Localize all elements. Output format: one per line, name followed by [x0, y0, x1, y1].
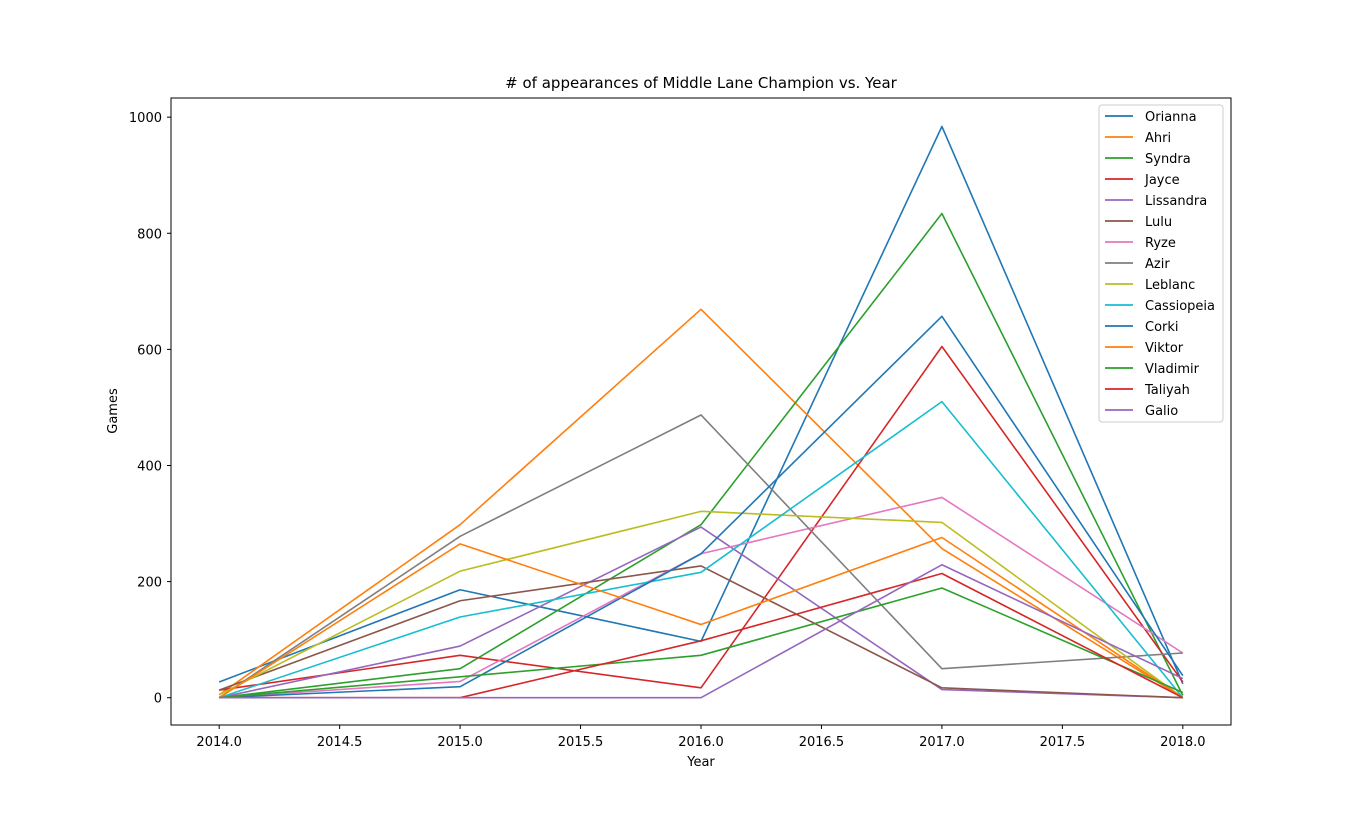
series-line-lulu	[218, 565, 1183, 699]
series-layer	[218, 125, 1184, 699]
legend-item-galio: Galio	[1105, 404, 1178, 419]
series-line-viktor	[218, 536, 1184, 699]
series-line-azir	[218, 414, 1183, 699]
x-tick-label: 2016.0	[678, 735, 724, 750]
legend-label: Cassiopeia	[1145, 299, 1215, 314]
y-tick-label: 200	[137, 576, 162, 591]
legend-label: Leblanc	[1145, 278, 1195, 293]
legend-label: Syndra	[1145, 152, 1191, 167]
legend-label: Lulu	[1145, 215, 1172, 230]
legend-label: Galio	[1145, 404, 1178, 419]
series-line-galio	[219, 563, 1184, 699]
plot-frame	[170, 97, 1232, 726]
y-axis: 0 200 400 600 800 1000	[129, 111, 171, 707]
y-tick-label: 1000	[129, 111, 162, 126]
legend-label: Viktor	[1145, 341, 1184, 356]
y-tick-label: 800	[137, 227, 162, 242]
series-line-leblanc	[218, 510, 1184, 699]
legend-frame	[1098, 104, 1224, 423]
legend-label: Corki	[1145, 320, 1179, 335]
legend-item-jayce: Jayce	[1105, 173, 1180, 188]
legend-item-leblanc: Leblanc	[1105, 278, 1195, 293]
y-axis-title: Games	[106, 388, 121, 434]
series-line-syndra	[219, 212, 1184, 699]
series-line-corki	[219, 315, 1184, 699]
x-tick-label: 2017.5	[1040, 735, 1086, 750]
series-line-cassiopeia	[218, 400, 1184, 699]
legend-item-cassiopeia: Cassiopeia	[1105, 299, 1215, 314]
x-tick-label: 2017.0	[919, 735, 965, 750]
x-axis: 2014.0 2014.5 2015.0 2015.5 2016.0 2016.5 2017…	[196, 725, 1206, 750]
legend-label: Taliyah	[1144, 383, 1190, 398]
x-tick-label: 2015.5	[558, 735, 604, 750]
y-tick-label: 400	[137, 459, 162, 474]
x-axis-title: Year	[686, 755, 715, 770]
x-tick-label: 2018.0	[1160, 735, 1206, 750]
legend-label: Orianna	[1145, 110, 1197, 125]
legend-item-vladimir: Vladimir	[1105, 362, 1200, 377]
x-tick-label: 2015.0	[437, 735, 483, 750]
legend-item-orianna: Orianna	[1105, 110, 1197, 125]
legend-label: Ryze	[1145, 236, 1176, 251]
legend-item-taliyah: Taliyah	[1105, 383, 1190, 398]
legend-item-corki: Corki	[1105, 320, 1179, 335]
legend-label: Jayce	[1144, 173, 1180, 188]
plot-area: 2014.0 2014.5 2015.0 2015.5 2016.0 2016.5 2017…	[129, 97, 1232, 750]
x-tick-label: 2014.5	[317, 735, 363, 750]
legend-label: Ahri	[1145, 131, 1171, 146]
legend: Orianna Ahri Syndra Jayce Lissandra Lulu Ryze A…	[1098, 104, 1224, 423]
series-line-jayce	[219, 345, 1184, 691]
y-tick-label: 600	[137, 343, 162, 358]
series-line-lissandra	[219, 526, 1183, 699]
series-line-vladimir	[219, 587, 1184, 699]
legend-item-lissandra: Lissandra	[1105, 194, 1207, 209]
legend-item-syndra: Syndra	[1105, 152, 1191, 167]
legend-item-ahri: Ahri	[1105, 131, 1171, 146]
legend-label: Lissandra	[1145, 194, 1207, 209]
legend-item-azir: Azir	[1105, 257, 1170, 272]
legend-label: Azir	[1145, 257, 1170, 272]
chart-title: # of appearances of Middle Lane Champion…	[505, 74, 897, 92]
legend-item-lulu: Lulu	[1105, 215, 1172, 230]
series-line-ahri	[218, 308, 1184, 699]
y-tick-label: 0	[154, 692, 162, 707]
legend-items: Orianna Ahri Syndra Jayce Lissandra Lulu Ryze A…	[1105, 110, 1215, 419]
legend-label: Vladimir	[1145, 362, 1200, 377]
x-tick-label: 2016.5	[799, 735, 845, 750]
x-tick-label: 2014.0	[196, 735, 242, 750]
legend-item-viktor: Viktor	[1105, 341, 1184, 356]
legend-item-ryze: Ryze	[1105, 236, 1176, 251]
